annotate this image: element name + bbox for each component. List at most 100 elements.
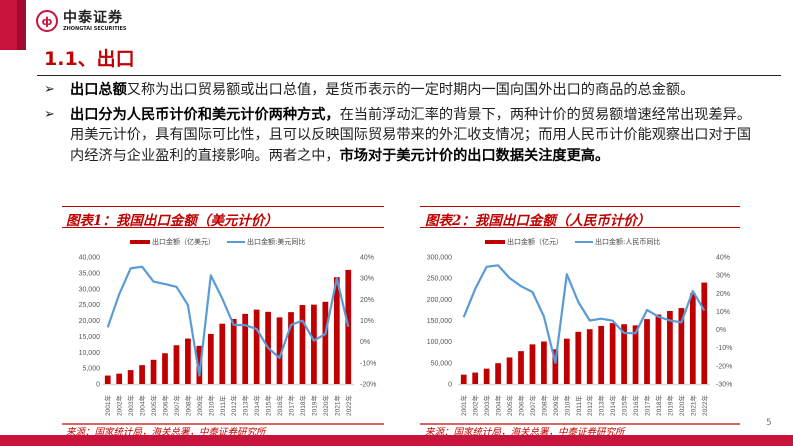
- bullet-text: 在当前浮动汇率的背景下，两种计价的贸易额增速经常出现差异。用美元计价，具有国际可…: [70, 106, 752, 164]
- bar: [632, 325, 639, 384]
- footer-bar: [0, 435, 793, 446]
- growth-line: [106, 265, 350, 377]
- legend-bar-label: 出口金额（亿元）: [507, 238, 563, 246]
- x-tick-label: 2012年: [585, 395, 594, 416]
- y-left-tick: 150,000: [427, 318, 452, 325]
- y-left-tick: 10,000: [79, 350, 101, 357]
- bar: [242, 313, 249, 384]
- bar: [185, 338, 191, 384]
- bar: [276, 317, 283, 384]
- bar: [139, 365, 145, 384]
- chart2-source: 来源：国家统计局，海关总署，中泰证券研究所: [425, 427, 625, 438]
- bullet-bold-lead: 出口总额: [70, 82, 127, 98]
- bar: [541, 341, 547, 384]
- x-tick-label: 2021年: [332, 395, 341, 416]
- bar: [150, 359, 157, 384]
- x-tick-label: 2007年: [528, 395, 537, 416]
- chart2-legend: 出口金额（亿元） 出口金额:人民币同比: [485, 237, 660, 247]
- x-tick-label: 2014年: [608, 395, 617, 416]
- bullet-bold-lead: 出口分为人民币计价和美元计价两种方式，: [70, 106, 340, 123]
- x-tick-label: 2001年: [103, 395, 112, 416]
- bar: [667, 311, 673, 384]
- bar: [472, 372, 479, 384]
- bar: [333, 277, 340, 384]
- chart1-legend: 出口金额（亿美元） 出口金额:美元同比: [130, 237, 305, 247]
- x-tick-label: 2002年: [471, 395, 480, 416]
- legend-bar-swatch: [130, 240, 150, 244]
- x-tick-label: 2003年: [482, 395, 491, 416]
- bar: [299, 305, 306, 384]
- x-tick-label: 2015年: [620, 395, 629, 416]
- x-tick-label: 2013年: [597, 395, 606, 416]
- x-tick-label: 2004年: [138, 395, 147, 416]
- x-tick-label: 2007年: [172, 395, 181, 416]
- y-left-tick: 100,000: [427, 339, 452, 346]
- chart2-top-rule: [420, 206, 740, 207]
- y-right-tick: 30%: [360, 276, 374, 283]
- bar: [230, 318, 237, 384]
- x-tick-label: 2013年: [241, 395, 250, 416]
- y-right-tick: 20%: [360, 297, 374, 304]
- x-tick-label: 2020年: [321, 395, 330, 416]
- page-number: 5: [766, 418, 772, 428]
- bar: [311, 304, 317, 384]
- bar: [575, 331, 582, 384]
- y-left-tick: 40,000: [79, 255, 101, 262]
- y-right-tick: 10%: [716, 309, 730, 316]
- x-tick-label: 2008年: [539, 395, 548, 416]
- company-logo: ф 中泰证券 ZHONGTAI SECURITIES: [36, 10, 127, 32]
- y-right-tick: 10%: [360, 318, 374, 325]
- bar: [288, 312, 294, 384]
- bullet-text: 又称为出口贸易额或出口总值，是货币表示的一定时期内一国向国外出口的商品的总金额。: [126, 82, 695, 98]
- logo-name-cn: 中泰证券: [63, 9, 123, 26]
- bar: [598, 325, 605, 384]
- x-tick-label: 2022年: [700, 395, 709, 416]
- y-left-tick: 300,000: [427, 255, 452, 262]
- bullet-item: ➢ 出口总额又称为出口贸易额或出口总值，是货币表示的一定时期内一国向国外出口的商…: [40, 80, 760, 101]
- chart2-title-rule: [420, 227, 740, 228]
- x-tick-label: 2018年: [654, 395, 663, 416]
- x-tick-label: 2011年: [218, 395, 227, 416]
- y-left-tick: 15,000: [79, 334, 101, 341]
- y-right-tick: 0%: [716, 327, 726, 334]
- x-tick-label: 2016年: [275, 395, 284, 416]
- x-tick-label: 2021年: [688, 395, 697, 416]
- bar: [552, 349, 559, 384]
- y-right-tick: 20%: [716, 291, 730, 298]
- x-tick-label: 2002年: [115, 395, 124, 416]
- x-tick-label: 2015年: [264, 395, 273, 416]
- y-right-tick: -10%: [716, 345, 732, 352]
- x-tick-label: 2003年: [126, 395, 135, 416]
- bar: [563, 338, 570, 384]
- x-tick-label: 2019年: [309, 395, 318, 416]
- y-right-tick: -20%: [360, 382, 376, 389]
- chart1-title-rule: [62, 227, 384, 228]
- x-tick-label: 2020年: [677, 395, 686, 416]
- chart2-title: 图表2：我国出口金额（人民币计价）: [425, 213, 651, 229]
- y-left-tick: 30,000: [79, 286, 101, 293]
- x-tick-label: 2011年: [574, 395, 583, 416]
- x-tick-label: 2005年: [505, 395, 514, 416]
- x-tick-label: 2019年: [665, 395, 674, 416]
- logo-icon: ф: [36, 10, 58, 32]
- y-right-tick: -20%: [716, 363, 732, 370]
- bar: [104, 375, 111, 384]
- bar: [127, 370, 134, 384]
- bullet-list: ➢ 出口总额又称为出口贸易额或出口总值，是货币表示的一定时期内一国向国外出口的商…: [40, 80, 760, 170]
- x-tick-label: 2017年: [287, 395, 296, 416]
- bar: [518, 351, 524, 384]
- y-right-tick: 30%: [716, 273, 730, 280]
- x-tick-label: 2009年: [551, 395, 560, 416]
- y-left-tick: 35,000: [79, 270, 101, 277]
- y-left-tick: 250,000: [427, 276, 452, 283]
- bar: [173, 345, 180, 384]
- bar: [196, 345, 203, 384]
- chart1-top-rule: [62, 206, 384, 207]
- x-tick-label: 2016年: [631, 395, 640, 416]
- y-right-tick: 0%: [360, 339, 370, 346]
- bar: [207, 333, 214, 384]
- bar: [644, 319, 650, 384]
- chart1-plot: 0 5,000 10,000 15,000 20,000 25,000 30,000 35,0…: [79, 255, 377, 417]
- bar: [506, 357, 513, 384]
- chart1-source: 来源：国家统计局，海关总署，中泰证券研究所: [66, 427, 266, 438]
